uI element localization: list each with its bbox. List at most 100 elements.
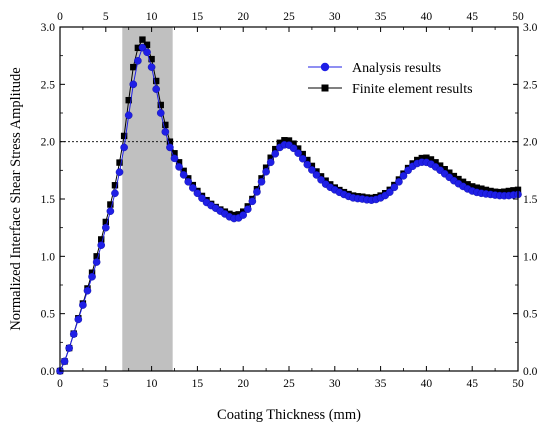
fem-point: [501, 188, 508, 195]
x-tick-label-top: 5: [103, 11, 109, 23]
x-tick-label-top: 15: [192, 11, 204, 23]
analysis-point: [60, 357, 69, 366]
analysis-point: [298, 154, 307, 163]
analysis-point: [83, 286, 92, 295]
x-tick-label-top: 20: [237, 11, 249, 23]
analysis-point: [166, 143, 174, 152]
fem-point: [446, 169, 453, 176]
analysis-point: [390, 183, 399, 192]
x-axis-title: Coating Thickness (mm): [217, 407, 361, 423]
legend-label-fem: Finite element results: [352, 82, 473, 97]
analysis-point: [271, 149, 280, 158]
analysis-point: [385, 188, 394, 196]
fem-point: [450, 172, 458, 180]
analysis-point: [257, 177, 266, 186]
analysis-point: [111, 189, 119, 198]
analysis-point: [289, 144, 298, 153]
fem-point: [120, 132, 128, 140]
fem-point: [304, 156, 311, 164]
legend-label-analysis: Analysis results: [352, 61, 441, 76]
analysis-point: [248, 197, 257, 206]
analysis-point: [184, 177, 193, 186]
analysis-point: [179, 171, 188, 179]
legend-marker-fem: [321, 84, 329, 92]
highlight-band: [122, 27, 173, 371]
analysis-point: [239, 211, 247, 219]
fem-point: [308, 162, 316, 170]
analysis-point: [395, 177, 403, 186]
analysis-point: [175, 163, 183, 171]
fem-point: [432, 159, 439, 166]
y-tick-label-right: 2.5: [523, 79, 538, 91]
analysis-point: [134, 57, 142, 65]
analysis-point: [147, 63, 156, 71]
analysis-point: [102, 223, 110, 232]
x-tick-label-top: 30: [329, 11, 341, 23]
x-tick-label: 15: [192, 378, 204, 390]
x-tick-label: 0: [57, 378, 63, 390]
fem-point: [98, 236, 105, 243]
y-tick-label: 2.5: [41, 79, 56, 91]
y-tick-label-right: 1.5: [523, 194, 538, 206]
fem-point: [180, 167, 187, 175]
fem-point: [281, 137, 288, 144]
analysis-point: [262, 167, 270, 176]
analysis-point: [189, 184, 197, 192]
legend-item-fem: Finite element results: [308, 82, 473, 97]
analysis-point: [88, 272, 96, 281]
analysis-point: [170, 154, 179, 163]
y-tick-label-right: 1.0: [523, 251, 538, 263]
y-axis-title: Normalized Interface Shear Stress Amplit…: [8, 67, 24, 330]
analysis-point: [161, 128, 170, 136]
fem-point: [88, 269, 96, 276]
analysis-point: [74, 315, 83, 324]
fem-point: [294, 145, 302, 152]
fem-point: [130, 63, 137, 71]
analysis-point: [97, 241, 106, 250]
fem-point: [162, 121, 169, 129]
fem-point: [276, 139, 284, 147]
fem-point: [455, 175, 462, 183]
analysis-point: [120, 143, 128, 152]
x-tick-label: 40: [421, 378, 433, 390]
legend-item-analysis: Analysis results: [308, 61, 441, 76]
fem-point: [482, 186, 490, 194]
analysis-point: [92, 258, 101, 266]
x-tick-label: 25: [283, 378, 295, 390]
y-tick-label-right: 0.5: [523, 309, 538, 321]
fem-point: [267, 154, 274, 161]
y-tick-label: 0.0: [41, 366, 56, 378]
fem-point: [157, 101, 164, 109]
fem-point: [262, 164, 270, 171]
analysis-point: [312, 171, 321, 179]
series-analysis: [56, 43, 522, 375]
fem-point: [469, 183, 476, 190]
series-layer: [56, 36, 522, 375]
x-tick-label: 30: [329, 378, 341, 390]
analysis-point: [294, 149, 302, 157]
legend: Analysis results Finite element results: [308, 61, 473, 97]
fem-point: [441, 165, 448, 173]
analysis-point: [156, 109, 165, 117]
fem-point: [175, 159, 183, 166]
fem-point: [464, 181, 471, 188]
analysis-point: [193, 189, 202, 198]
fem-point: [459, 178, 467, 185]
fem-point: [116, 159, 123, 166]
axis-ticks: 0 0 5 5 10 10 15 15 20 20 25 25 30 30 35 35 40 40 45 45 50 50…: [41, 11, 538, 390]
fem-point: [505, 187, 513, 195]
y-tick-label: 2.0: [41, 137, 56, 149]
x-tick-label-top: 0: [57, 11, 63, 23]
analysis-point: [129, 80, 138, 89]
analysis-point: [106, 207, 115, 215]
y-tick-label: 0.5: [41, 309, 56, 321]
y-tick-label: 1.0: [41, 251, 56, 263]
fem-point: [111, 182, 119, 189]
x-tick-label-top: 25: [283, 11, 295, 23]
analysis-point: [243, 205, 252, 213]
x-tick-label-top: 10: [146, 11, 158, 23]
analysis-point: [138, 43, 147, 52]
x-tick-label: 50: [512, 378, 524, 390]
y-tick-label-right: 2.0: [523, 137, 538, 149]
